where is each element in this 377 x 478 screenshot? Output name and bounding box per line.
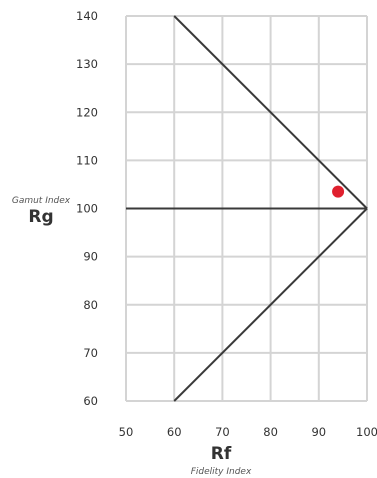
x-tick-label-60: 60 [167, 425, 182, 439]
x-axis-label: Rf [211, 444, 232, 464]
reference-line-1 [173, 15, 368, 210]
x-tick-label-70: 70 [215, 425, 230, 439]
y-tick-label-120: 120 [76, 105, 98, 119]
y-axis-label: Rg [28, 207, 53, 227]
data-points [332, 185, 345, 198]
y-tick-label-90: 90 [83, 250, 98, 264]
x-tick-label-90: 90 [311, 425, 326, 439]
y-tick-label-70: 70 [83, 346, 98, 360]
y-tick-label-130: 130 [76, 57, 98, 71]
y-tick-labels: 60 70 80 90 100 110 120 130 140 [76, 9, 98, 408]
x-axis-sublabel: Fidelity Index [191, 467, 252, 477]
y-tick-label-110: 110 [76, 153, 98, 167]
y-tick-label-80: 80 [83, 298, 98, 312]
y-tick-label-60: 60 [83, 394, 98, 408]
x-tick-label-50: 50 [119, 425, 134, 439]
x-tick-label-100: 100 [356, 425, 377, 439]
x-tick-label-80: 80 [263, 425, 278, 439]
y-axis-sublabel: Gamut Index [12, 196, 71, 206]
y-tick-label-140: 140 [76, 9, 98, 23]
x-tick-labels: 50 60 70 80 90 100 [119, 425, 377, 439]
reference-line-2 [173, 207, 368, 402]
data-point-1 [332, 185, 345, 198]
reference-lines [126, 15, 368, 402]
y-tick-label-100: 100 [76, 202, 98, 216]
